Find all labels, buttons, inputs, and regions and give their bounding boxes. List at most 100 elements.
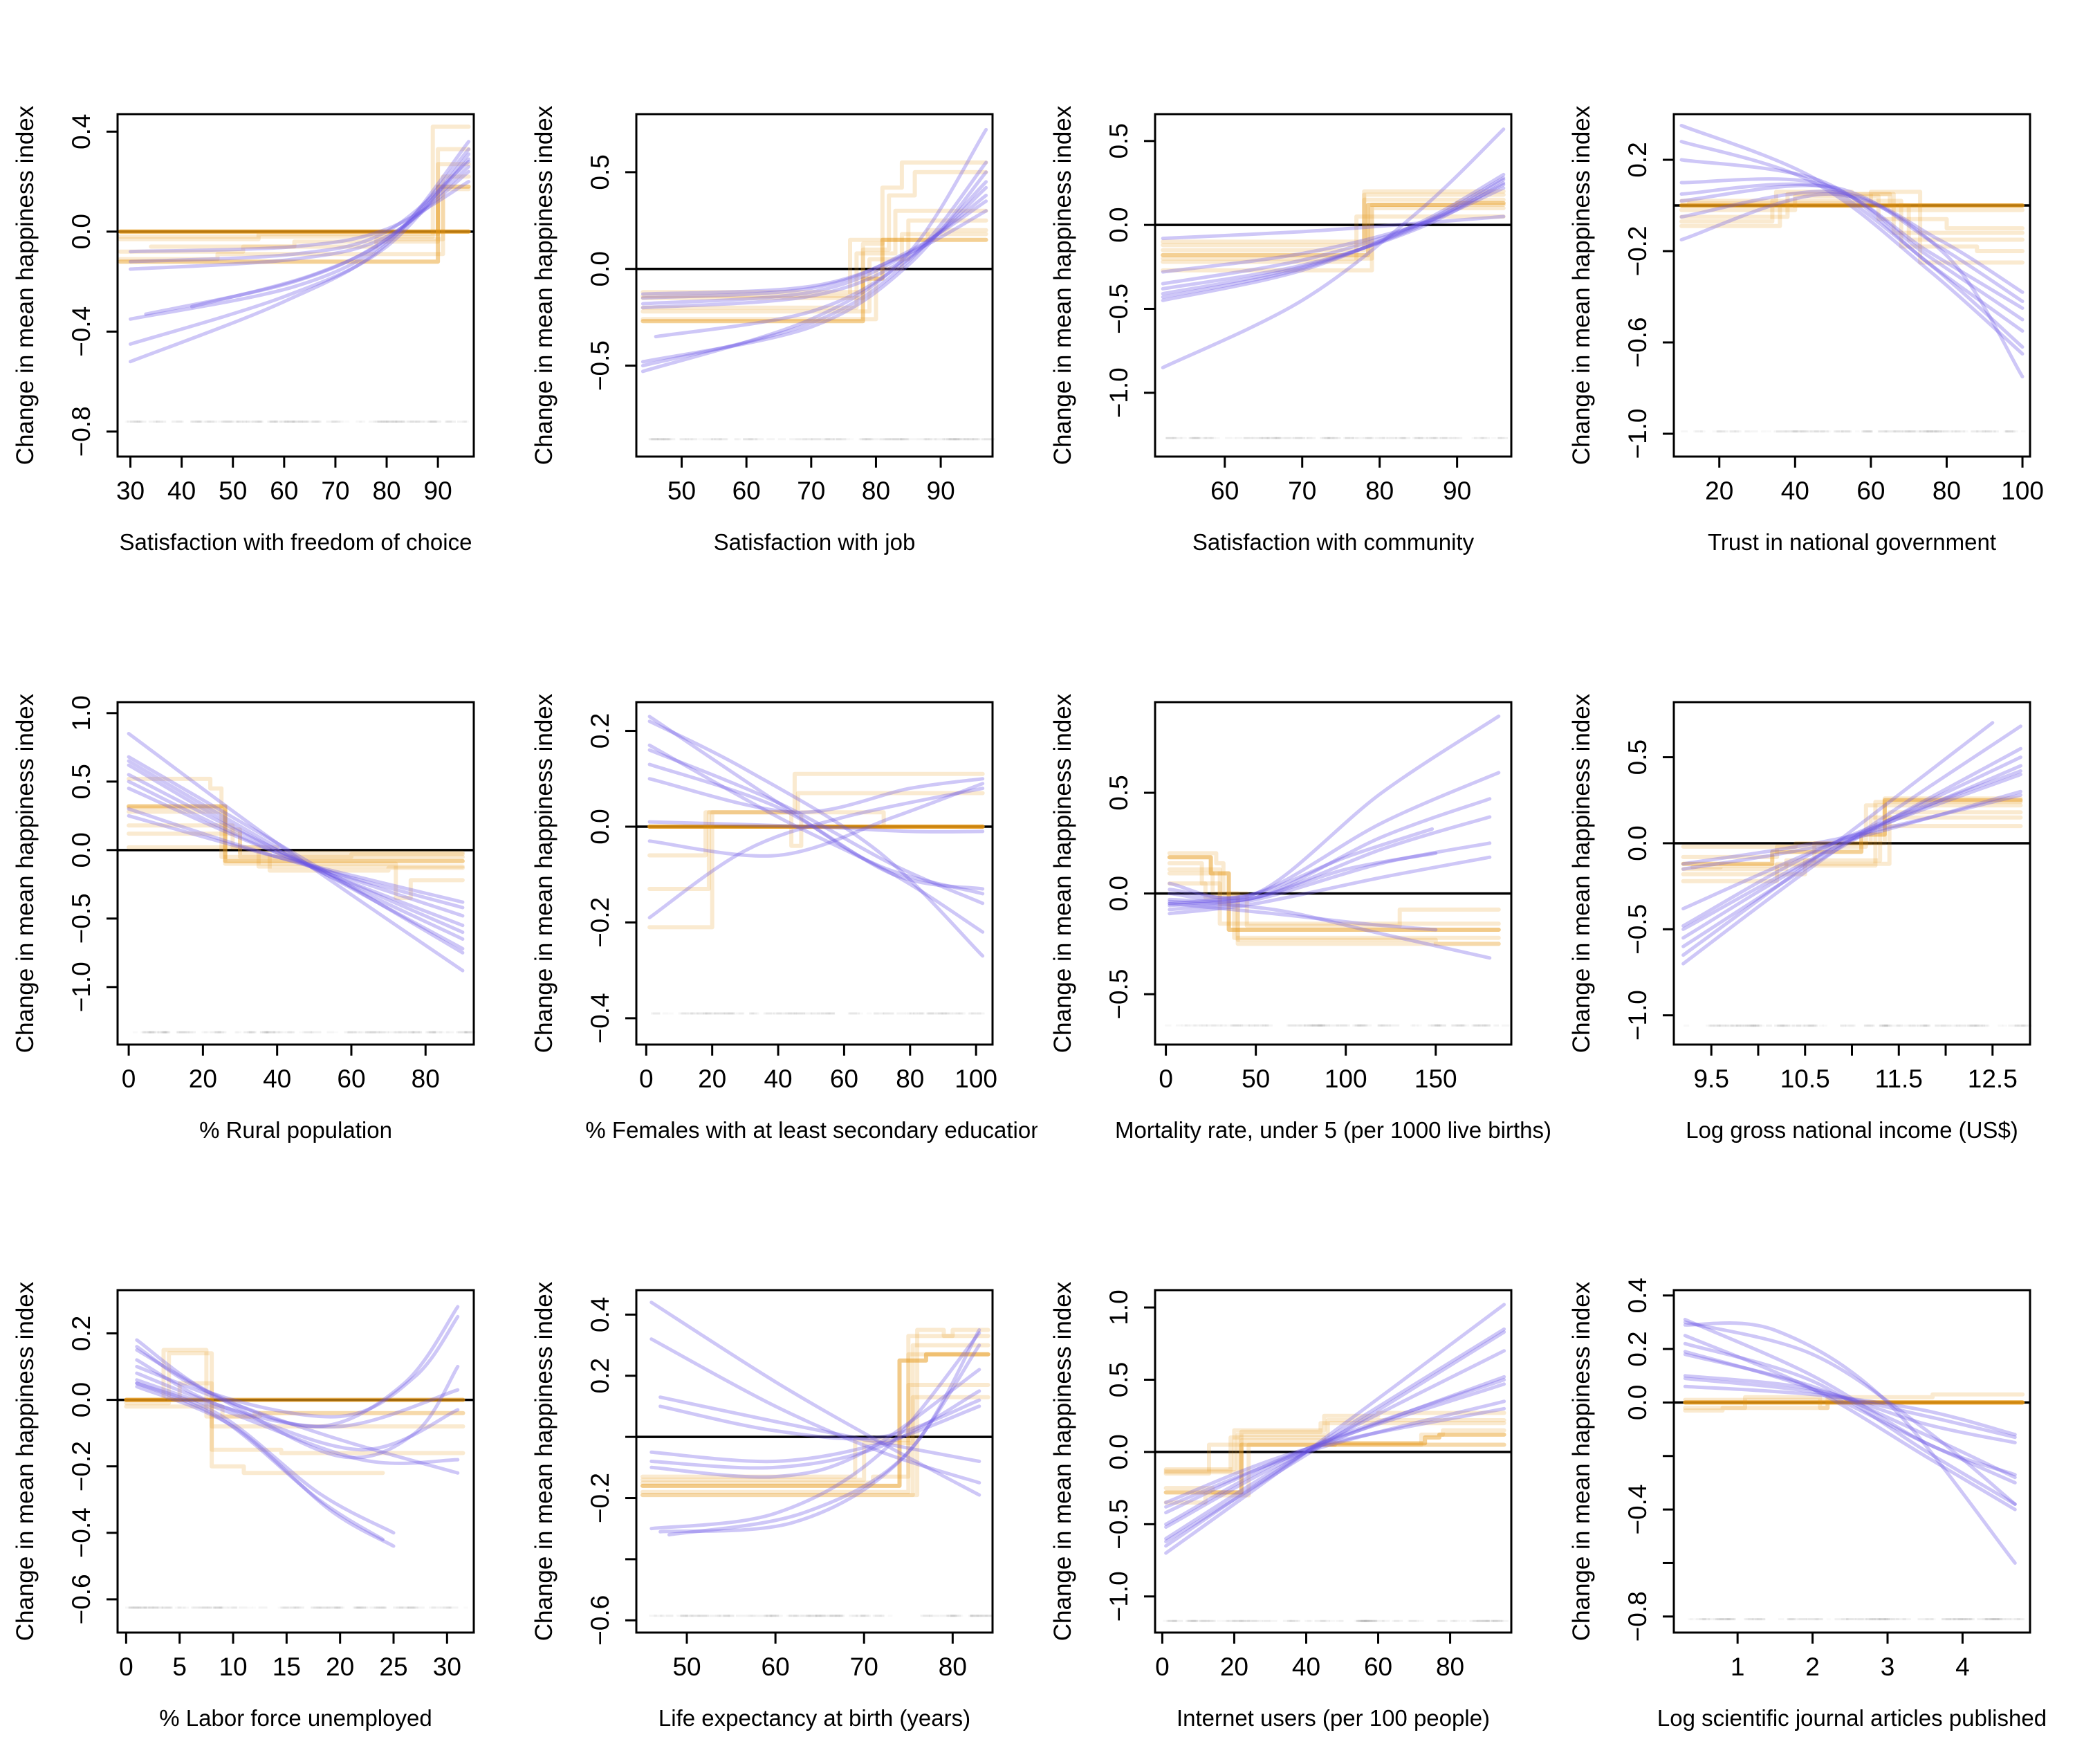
purple-smooth-curve	[1164, 1327, 1506, 1548]
orange-step-curve	[1163, 1442, 1506, 1505]
purple-smooth-curve	[129, 169, 471, 271]
purple-smooth-curve	[1679, 192, 2025, 378]
orange-step-curve	[1161, 192, 1506, 248]
orange-step-curve	[640, 208, 988, 310]
purple-smooth-curve	[1161, 127, 1506, 369]
purple-smooth-curve	[1164, 1330, 1506, 1543]
y-axis-title: Change in mean happiness index	[531, 693, 557, 1053]
panel-internet-users: 0 20 40 60 80 1.0 0.5 0.0 −0.5 −1.0 Internet users…	[1038, 1176, 1556, 1764]
purple-smooth-curve	[640, 185, 988, 310]
y-tick-label: −0.6	[586, 1595, 614, 1646]
panel-satisfaction-freedom-of-choice: 30 40 50 60 70 80 90 0.4 0.0 −0.4 −0.8 Satisfaction…	[0, 0, 519, 588]
x-tick-label: 20	[698, 1065, 726, 1093]
orange-step-curve	[118, 187, 471, 261]
y-tick-label: 0.0	[1105, 876, 1133, 911]
orange-step-curve	[124, 1404, 465, 1419]
purple-smooth-curve	[1168, 901, 1438, 932]
y-tick-label: −0.2	[586, 1473, 614, 1523]
x-tick-label: 60	[830, 1065, 858, 1093]
y-tick-label: −0.4	[1623, 1485, 1652, 1535]
x-tick-label: 0	[122, 1065, 136, 1093]
x-tick-label: 50	[672, 1653, 701, 1681]
y-tick-label: −0.5	[1105, 1499, 1133, 1550]
orange-step-curve	[1679, 203, 2025, 242]
x-tick-label: 70	[797, 477, 825, 505]
x-tick-label: 0	[639, 1065, 654, 1093]
orange-step-curve	[1161, 205, 1506, 261]
y-tick-label: 0.0	[1105, 207, 1133, 242]
y-axis-title: Change in mean happiness index	[12, 693, 39, 1053]
x-tick-label: 50	[219, 477, 247, 505]
purple-smooth-curve	[1168, 797, 1492, 903]
orange-step-curve	[124, 1351, 465, 1428]
plot-box	[116, 701, 475, 1046]
x-tick-label: 2	[1805, 1653, 1820, 1681]
purple-smooth-curve	[1681, 789, 2022, 871]
purple-smooth-curve	[1164, 1406, 1506, 1505]
y-axis-title: Change in mean happiness index	[1049, 105, 1076, 465]
orange-step-curve	[640, 1383, 990, 1494]
orange-step-curve	[1681, 810, 2023, 883]
y-tick-label: 0.4	[1623, 1278, 1652, 1313]
purple-smooth-curve	[1683, 1374, 2017, 1444]
y-tick-label: 0.5	[67, 764, 95, 799]
x-axis-title: Satisfaction with freedom of choice	[120, 529, 472, 555]
x-tick-label: 20	[189, 1065, 217, 1093]
orange-step-curve	[149, 162, 471, 249]
plot-svg: 60 70 80 90 0.5 0.0 −0.5 −1.0 Satisfaction with …	[1049, 105, 1513, 555]
orange-step-curve	[640, 218, 988, 314]
orange-step-curve	[647, 791, 985, 891]
purple-smooth-curve	[1679, 177, 2025, 322]
purple-smooth-curve	[640, 127, 988, 374]
panel-labor-force-unemployed: 0 5 10 15 20 25 30 0.2 0.0 −0.2 −0.4 −0.6 % Labor fo…	[0, 1176, 519, 1764]
x-axis-title: Log gross national income (US$)	[1686, 1117, 2018, 1143]
panel-life-expectancy: 50 60 70 80 0.4 0.2 −0.2 −0.6 Life expectancy at…	[519, 1176, 1038, 1764]
y-axis-title: Change in mean happiness index	[1568, 1281, 1595, 1641]
purple-smooth-curve	[129, 152, 471, 346]
x-axis-title: % Females with at least secondary educat…	[585, 1117, 1038, 1143]
purple-smooth-curve	[135, 1381, 385, 1541]
plot-box	[635, 701, 994, 1046]
x-tick-label: 0	[1159, 1065, 1173, 1093]
plot-svg: 50 60 70 80 90 0.5 0.0 −0.5 Satisfaction with jo…	[531, 105, 995, 555]
y-tick-label: 0.2	[586, 713, 614, 748]
x-tick-label: 10.5	[1780, 1065, 1830, 1093]
orange-step-curve	[124, 1381, 465, 1455]
purple-smooth-curve	[667, 1328, 981, 1537]
purple-smooth-curve	[127, 773, 465, 935]
purple-smooth-curve	[1679, 140, 2025, 356]
y-tick-label: −0.5	[1623, 904, 1652, 955]
orange-step-curve	[1163, 1428, 1506, 1495]
orange-step-curve	[127, 809, 465, 901]
y-tick-label: 0.4	[67, 114, 95, 149]
y-tick-label: −1.0	[1105, 367, 1133, 418]
purple-smooth-curve	[649, 1368, 981, 1479]
orange-step-curve	[640, 228, 988, 298]
purple-smooth-curve	[1168, 899, 1492, 960]
y-tick-label: −0.4	[586, 993, 614, 1043]
x-axis-title: % Labor force unemployed	[159, 1705, 432, 1731]
purple-smooth-curve	[1683, 1341, 2017, 1506]
purple-smooth-curve	[129, 140, 471, 364]
purple-smooth-curve	[1168, 771, 1501, 900]
purple-smooth-curve	[1683, 1321, 2017, 1565]
x-tick-label: 40	[1292, 1653, 1320, 1681]
orange-step-curve	[1163, 1435, 1506, 1473]
panel-trust-national-government: 20 40 60 80 100 0.2 −0.2 −0.6 −1.0 Trust in natio…	[1556, 0, 2075, 588]
x-tick-label: 90	[424, 477, 452, 505]
purple-smooth-curve	[1168, 815, 1492, 904]
orange-step-curve	[640, 160, 988, 295]
orange-step-curve	[127, 832, 465, 859]
x-tick-label: 5	[172, 1653, 187, 1681]
x-tick-label: 25	[379, 1653, 407, 1681]
plot-box	[1154, 701, 1513, 1046]
purple-smooth-curve	[1681, 764, 2022, 931]
purple-smooth-curve	[1679, 124, 2025, 349]
x-tick-label: 9.5	[1693, 1065, 1728, 1093]
purple-smooth-curve	[1679, 190, 2025, 294]
orange-step-curve	[1161, 197, 1506, 252]
orange-step-curve	[1163, 1421, 1506, 1476]
y-tick-label: −0.5	[1105, 969, 1133, 1020]
y-axis-title: Change in mean happiness index	[1049, 1281, 1076, 1641]
purple-smooth-curve	[1161, 183, 1506, 286]
